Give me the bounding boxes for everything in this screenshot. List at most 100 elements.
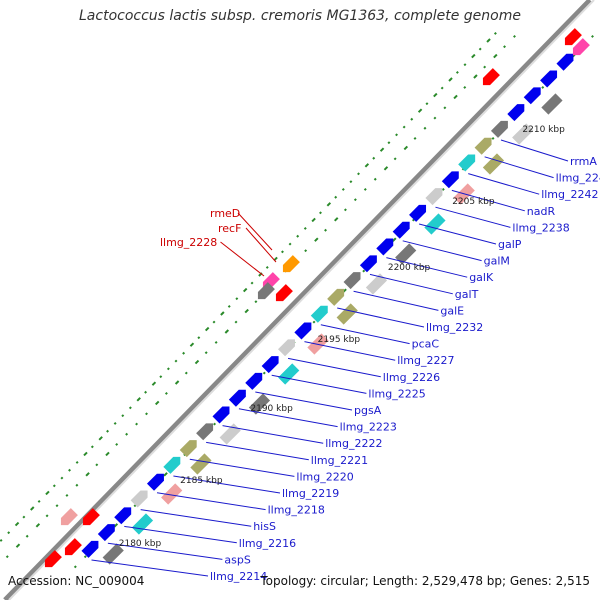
forward-cds-block	[196, 423, 214, 441]
gene-label[interactable]: llmg_2220	[296, 470, 353, 483]
tick-mark	[25, 534, 29, 538]
inner-cds-block	[336, 303, 358, 325]
gene-label[interactable]: llmg_2222	[325, 437, 382, 450]
tick-mark	[334, 217, 339, 222]
gene-label[interactable]: llmg_2218	[268, 504, 325, 517]
gene-label[interactable]: rrmA	[570, 155, 597, 168]
tick-mark	[115, 442, 119, 446]
leader-line	[304, 341, 396, 361]
gene-label[interactable]: llmg_2225	[368, 387, 425, 400]
forward-cds-block	[376, 238, 394, 256]
forward-cds-block	[245, 372, 263, 390]
leader-line	[435, 206, 511, 228]
tick-mark	[262, 371, 266, 375]
tick-mark	[486, 38, 491, 43]
forward-cds-block	[359, 255, 377, 273]
tick-mark	[304, 249, 308, 253]
gene-label[interactable]: galE	[440, 304, 464, 317]
tick-mark	[364, 163, 370, 168]
gene-label[interactable]: pcaC	[412, 338, 440, 351]
scale-label: 2185 kbp	[180, 476, 223, 486]
gene-label[interactable]: llmg_2243	[556, 172, 600, 185]
leader-line	[402, 240, 482, 262]
tick-mark	[113, 523, 119, 528]
tick-mark	[204, 326, 210, 332]
tick-mark	[341, 187, 345, 191]
gene-label[interactable]: recF	[218, 222, 241, 235]
inner-cds-block	[541, 93, 563, 115]
tick-mark	[83, 451, 88, 457]
gene-label[interactable]: galP	[498, 238, 522, 251]
gene-label[interactable]: llmg_2227	[397, 354, 454, 367]
tick-mark	[433, 116, 437, 120]
forward-cds-block	[507, 104, 525, 122]
gene-label[interactable]: rmeD	[210, 207, 240, 220]
inner-cds-block	[512, 123, 534, 145]
gene-label[interactable]: nadR	[527, 205, 556, 218]
forward-cds-block	[409, 204, 427, 222]
tick-mark	[353, 198, 357, 202]
gene-label[interactable]: llmg_2221	[311, 454, 368, 467]
inner-cds-block	[219, 423, 241, 445]
leader-line	[468, 173, 540, 195]
leader-line	[156, 492, 266, 511]
reverse-cds-block	[282, 255, 300, 273]
leader-line	[271, 374, 367, 394]
forward-cds-block	[294, 322, 312, 340]
tick-mark	[491, 136, 495, 140]
tick-mark	[425, 102, 429, 106]
gene-label[interactable]: llmg_2228	[160, 236, 217, 249]
forward-cds-block	[556, 53, 574, 71]
gene-label[interactable]: llmg_2216	[239, 537, 296, 550]
scale-label: 2205 kbp	[452, 197, 495, 207]
tick-mark	[105, 451, 110, 457]
tick-mark	[45, 514, 49, 518]
gene-label[interactable]: aspS	[224, 553, 250, 566]
tick-mark	[60, 476, 64, 480]
tick-mark	[22, 515, 26, 519]
leader-line	[337, 307, 425, 328]
tick-mark	[473, 74, 478, 79]
leader-line	[237, 212, 273, 251]
gene-label[interactable]: llmg_2219	[282, 487, 339, 500]
leader-line	[107, 542, 223, 560]
gene-label[interactable]: galT	[455, 288, 479, 301]
tick-mark	[37, 499, 41, 503]
tick-mark	[387, 141, 391, 145]
tick-mark	[90, 445, 94, 449]
tick-mark	[326, 202, 332, 207]
forward-cds-block	[425, 188, 443, 206]
tick-mark	[417, 108, 423, 113]
gene-label[interactable]: llmg_2214	[210, 570, 267, 583]
tick-mark	[441, 187, 445, 191]
tick-mark	[383, 166, 389, 171]
gene-label[interactable]: llmg_2232	[426, 321, 483, 334]
gene-label[interactable]: llmg_2223	[340, 421, 397, 434]
tick-mark	[244, 308, 249, 314]
gene-label[interactable]: galK	[469, 271, 494, 284]
gene-label[interactable]: llmg_2242	[541, 188, 598, 201]
gene-label[interactable]: llmg_2238	[512, 221, 569, 234]
leader-line	[353, 290, 439, 311]
tick-mark	[357, 172, 360, 176]
tick-mark	[45, 490, 50, 496]
gene-label[interactable]: galM	[484, 255, 510, 268]
tick-mark	[30, 506, 35, 511]
tick-mark	[113, 421, 117, 425]
tick-mark	[52, 484, 56, 488]
tick-mark	[423, 126, 427, 130]
reverse-cds-block	[482, 68, 500, 86]
inner-cds-block	[248, 393, 271, 415]
gene-label[interactable]: llmg_2226	[383, 371, 440, 384]
tick-mark	[393, 157, 397, 161]
tick-mark	[121, 414, 125, 418]
tick-mark	[403, 145, 409, 151]
tick-mark	[281, 250, 284, 254]
backbone-highlight	[8, 0, 595, 600]
forward-cds-block	[458, 154, 476, 172]
tick-mark	[166, 367, 170, 371]
gene-label[interactable]: hisS	[253, 520, 276, 533]
gene-label[interactable]: pgsA	[354, 404, 382, 417]
tick-mark	[144, 390, 148, 394]
forward-cds-block	[490, 120, 508, 138]
